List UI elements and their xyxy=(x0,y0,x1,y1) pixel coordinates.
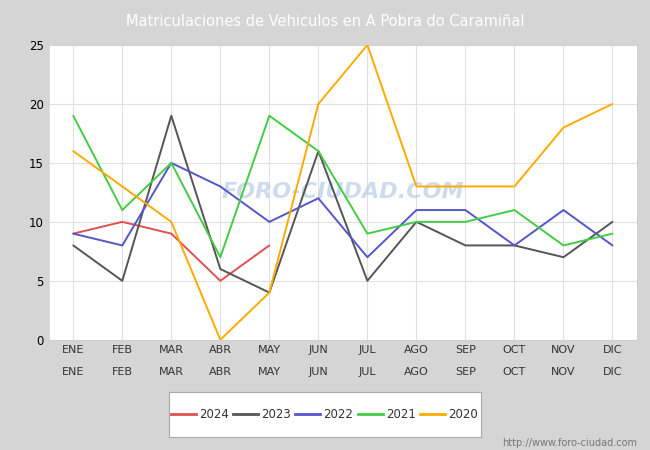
Text: JUL: JUL xyxy=(359,367,376,377)
Text: AGO: AGO xyxy=(404,367,429,377)
Text: http://www.foro-ciudad.com: http://www.foro-ciudad.com xyxy=(502,438,637,448)
Text: MAR: MAR xyxy=(159,367,184,377)
Text: FEB: FEB xyxy=(112,367,133,377)
Text: 2023: 2023 xyxy=(261,408,291,420)
Text: NOV: NOV xyxy=(551,367,576,377)
Text: 2021: 2021 xyxy=(386,408,416,420)
Text: ENE: ENE xyxy=(62,367,84,377)
Text: FORO-CIUDAD.COM: FORO-CIUDAD.COM xyxy=(222,182,464,202)
Text: 2024: 2024 xyxy=(199,408,229,420)
Text: JUN: JUN xyxy=(309,367,328,377)
Text: SEP: SEP xyxy=(455,367,476,377)
Text: DIC: DIC xyxy=(603,367,622,377)
Text: ABR: ABR xyxy=(209,367,232,377)
Text: 2020: 2020 xyxy=(448,408,478,420)
Text: OCT: OCT xyxy=(503,367,526,377)
Text: MAY: MAY xyxy=(258,367,281,377)
Text: 2022: 2022 xyxy=(324,408,354,420)
Text: Matriculaciones de Vehiculos en A Pobra do Caramiñal: Matriculaciones de Vehiculos en A Pobra … xyxy=(125,14,525,29)
